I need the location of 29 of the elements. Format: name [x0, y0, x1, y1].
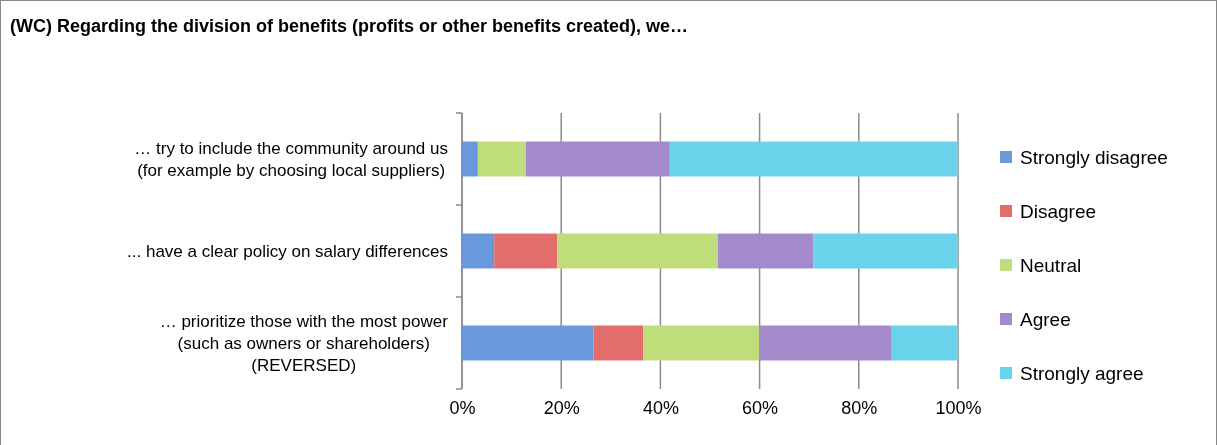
bar — [462, 233, 495, 269]
bar — [891, 325, 958, 361]
x-tick-label: 0% — [449, 397, 476, 418]
legend-label: Strongly agree — [1020, 362, 1144, 384]
bar — [593, 325, 644, 361]
x-tick-label: 40% — [642, 397, 679, 418]
y-tick-label: ... have a clear policy on salary differences — [127, 241, 448, 261]
x-tick-label: 80% — [841, 397, 878, 418]
y-tick-label: … prioritize those with the most power (such as owners or shareholders) (REVERSED) — [159, 311, 449, 375]
bar — [669, 141, 958, 177]
x-tick-label: 20% — [543, 397, 580, 418]
bar — [462, 141, 478, 177]
legend-label: Disagree — [1020, 200, 1097, 222]
bar — [525, 141, 670, 177]
bar — [557, 233, 718, 269]
bar — [494, 233, 558, 269]
legend-label: Agree — [1020, 308, 1071, 330]
bar — [462, 325, 594, 361]
bar — [717, 233, 814, 269]
bar — [477, 141, 526, 177]
y-tick-label: … try to include the community around us (for example by choosing local suppliers) — [134, 138, 448, 180]
bar — [643, 325, 760, 361]
bar — [813, 233, 958, 269]
x-tick-label: 60% — [742, 397, 779, 418]
x-tick-label: 100% — [935, 397, 982, 418]
legend-label: Strongly disagree — [1020, 146, 1168, 168]
bar — [759, 325, 892, 361]
legend-label: Neutral — [1020, 254, 1082, 276]
chart-title: (WC) Regarding the division of benefits (profits or other benefits created), we… — [10, 16, 689, 36]
